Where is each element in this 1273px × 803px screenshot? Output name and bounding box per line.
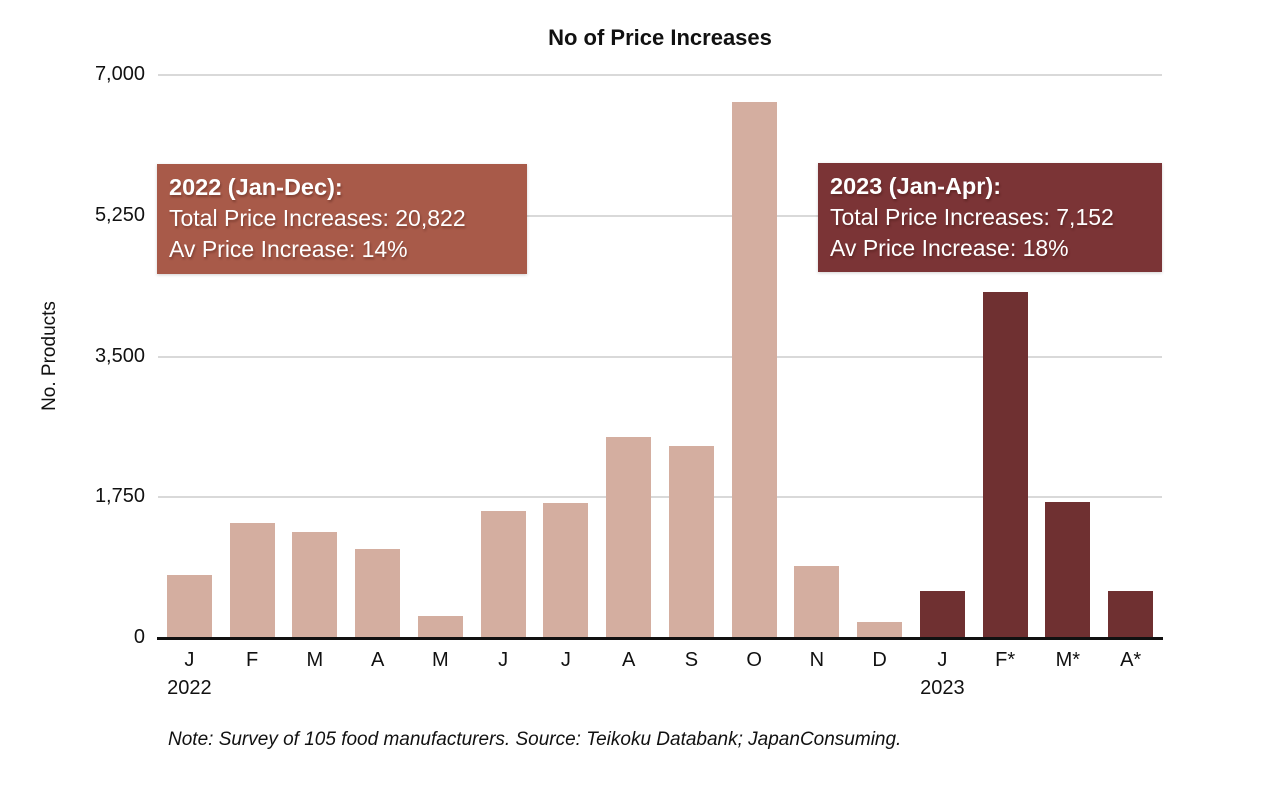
bar-2023-15-M	[1045, 502, 1091, 638]
bar-slot-7	[535, 75, 598, 638]
bar-slot-9	[660, 75, 723, 638]
gridline-7000	[158, 74, 1162, 76]
x-label-10: O	[746, 649, 762, 671]
x-label-16: A*	[1120, 649, 1142, 671]
x-label-1: J	[184, 649, 195, 671]
year-label-2022: 2022	[167, 677, 212, 699]
bar-slot-15	[1037, 75, 1100, 638]
bar-2022-2-F	[229, 522, 275, 638]
bar-slot-13	[911, 75, 974, 638]
annotation-2023-total: Total Price Increases: 7,152	[830, 204, 1114, 230]
bar-2022-3-M	[292, 531, 338, 638]
x-axis-line	[157, 636, 1163, 640]
y-tick-label-3500: 3,500	[94, 344, 145, 367]
bar-2022-1-J	[166, 574, 212, 638]
y-tick-label-5250: 5,250	[94, 203, 145, 226]
bar-2022-8-A	[606, 437, 652, 638]
bar-slot-11	[786, 75, 849, 638]
year-labels: 2022 2023	[158, 677, 1162, 701]
annotation-2023: 2023 (Jan-Apr): Total Price Increases: 7…	[818, 163, 1162, 272]
year-label-2023: 2023	[920, 677, 965, 699]
y-tick-label-7000: 7,000	[94, 63, 145, 86]
bar-slot-1	[158, 75, 221, 638]
x-label-15: M*	[1055, 649, 1081, 671]
gridline-1750	[158, 496, 1162, 499]
gridline-5250	[158, 214, 1162, 217]
annotation-2022-average: Av Price Increase: 14%	[169, 236, 408, 262]
annotation-2023-average: Av Price Increase: 18%	[830, 235, 1069, 261]
x-label-14: F*	[995, 649, 1016, 671]
x-label-12: D	[872, 649, 887, 671]
annotation-2022-heading: 2022 (Jan-Dec):	[169, 174, 343, 200]
source-note: Note: Survey of 105 food manufacturers. …	[168, 729, 902, 750]
x-axis-labels: J F M A M J J A S O N D J F* M* A*	[158, 649, 1162, 672]
x-label-9: S	[684, 649, 699, 671]
bar-slot-10	[723, 75, 786, 638]
gridline-3500	[158, 355, 1162, 358]
x-label-8: A	[621, 649, 636, 671]
annotation-2022-total: Total Price Increases: 20,822	[169, 205, 466, 231]
bar-2022-10-O	[731, 102, 777, 638]
x-label-4: A	[370, 649, 385, 671]
bar-series	[158, 75, 1162, 638]
bar-slot-3	[284, 75, 347, 638]
bar-slot-8	[597, 75, 660, 638]
bar-2023-14-F	[982, 292, 1028, 638]
x-label-11: N	[809, 649, 825, 671]
bar-slot-2	[221, 75, 284, 638]
bar-2022-11-N	[794, 565, 840, 638]
annotation-2022: 2022 (Jan-Dec): Total Price Increases: 2…	[157, 164, 527, 274]
bar-slot-6	[472, 75, 535, 638]
bar-slot-14	[974, 75, 1037, 638]
bar-2022-6-J	[480, 510, 526, 638]
x-label-2: F	[246, 649, 259, 671]
x-label-5: M	[432, 649, 449, 671]
bar-2022-9-S	[668, 445, 714, 638]
x-label-3: M	[306, 649, 324, 671]
bar-2022-5-M	[417, 616, 463, 638]
bar-slot-16	[1099, 75, 1162, 638]
bar-2023-13-J	[919, 591, 965, 638]
x-label-13: J	[937, 649, 948, 671]
y-tick-label-1750: 1,750	[94, 485, 145, 508]
y-tick-label-0: 0	[133, 626, 145, 649]
bar-2022-12-D	[857, 622, 903, 638]
bar-slot-5	[409, 75, 472, 638]
bar-slot-12	[848, 75, 911, 638]
chart-title: No of Price Increases	[548, 25, 772, 50]
bar-2022-7-J	[543, 502, 589, 638]
bar-slot-4	[346, 75, 409, 638]
plot-area	[157, 74, 1163, 640]
bar-2022-4-A	[355, 549, 401, 638]
bar-2023-16-A	[1108, 591, 1154, 638]
x-label-6: J	[498, 649, 509, 671]
x-label-7: J	[560, 649, 571, 671]
annotation-2023-heading: 2023 (Jan-Apr):	[830, 173, 1002, 199]
